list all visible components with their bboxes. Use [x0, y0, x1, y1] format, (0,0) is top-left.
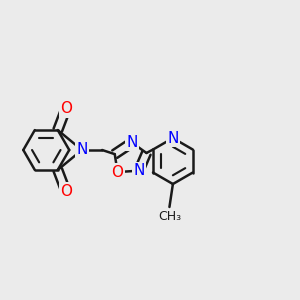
Text: O: O [112, 165, 124, 180]
Text: O: O [60, 184, 72, 199]
Text: CH₃: CH₃ [158, 209, 181, 223]
Text: N: N [167, 130, 178, 146]
Text: O: O [60, 101, 72, 116]
Text: N: N [133, 163, 145, 178]
Text: N: N [76, 142, 88, 158]
Text: N: N [126, 135, 138, 150]
